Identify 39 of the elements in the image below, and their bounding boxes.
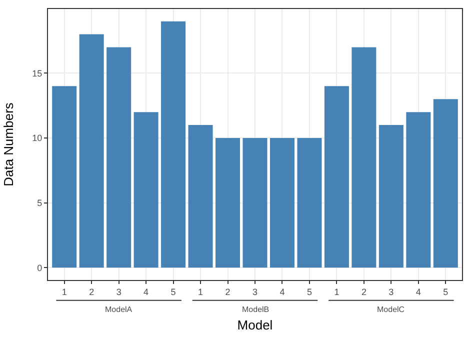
x-tick-label: 2 — [89, 286, 94, 297]
bar — [79, 34, 104, 268]
x-tick-label: 5 — [306, 286, 312, 297]
x-tick-label: 3 — [388, 286, 394, 297]
y-tick-label: 0 — [37, 262, 42, 273]
bar — [433, 99, 458, 268]
x-tick-label: 2 — [225, 286, 230, 297]
bar — [216, 138, 240, 268]
text: ModelC — [377, 305, 405, 314]
bar — [52, 86, 77, 268]
x-tick-label: 5 — [170, 286, 176, 297]
y-tick-label: 5 — [37, 198, 42, 208]
y-axis-title: Data Numbers — [1, 102, 16, 186]
bar — [188, 125, 213, 268]
bar — [297, 138, 322, 268]
x-tick-label: 1 — [198, 286, 204, 297]
x-tick-label: 1 — [334, 286, 340, 297]
x-tick-label: 5 — [443, 286, 448, 297]
y-tick-label: 15 — [32, 68, 42, 78]
bar — [352, 47, 376, 268]
x-tick-label: 4 — [280, 286, 285, 297]
x-tick-label: 3 — [116, 286, 122, 297]
text: ModelB — [242, 305, 270, 314]
text: ModelA — [105, 305, 133, 314]
x-tick-label: 3 — [252, 286, 258, 297]
bar — [242, 138, 268, 268]
x-tick-label: 1 — [62, 286, 67, 297]
x-axis-title: Model — [237, 317, 273, 332]
bar — [134, 112, 158, 268]
bar — [161, 21, 186, 268]
bar — [106, 47, 132, 268]
bar — [270, 138, 294, 268]
bar — [378, 125, 404, 268]
bar — [324, 86, 349, 268]
x-tick-label: 4 — [416, 286, 421, 297]
x-tick-label: 4 — [144, 286, 149, 297]
bar — [406, 112, 431, 268]
x-tick-label: 2 — [361, 286, 366, 297]
y-tick-label: 10 — [32, 133, 42, 144]
